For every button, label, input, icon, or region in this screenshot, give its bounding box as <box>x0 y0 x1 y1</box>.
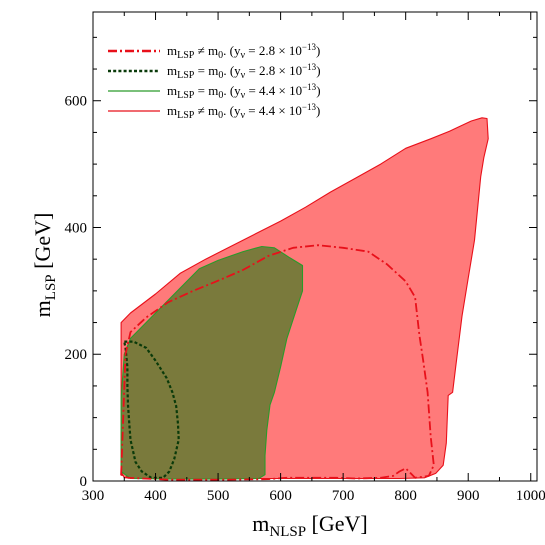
region-2 <box>123 340 180 479</box>
x-axis-label: mNLSP [GeV] <box>252 511 368 540</box>
x-tick-label: 900 <box>457 488 480 504</box>
legend-item: mLSP ≠ m0. (yν = 4.4 × 10−13) <box>108 102 320 121</box>
y-tick-label: 400 <box>65 220 88 236</box>
y-tick-label: 200 <box>65 347 88 363</box>
legend-label: mLSP ≠ m0. (yν = 4.4 × 10−13) <box>167 102 320 121</box>
plot-border <box>92 11 538 482</box>
x-tick-label: 400 <box>144 488 167 504</box>
legend-label: mLSP = m0. (yν = 2.8 × 10−13) <box>167 62 321 81</box>
region-3 <box>120 245 304 480</box>
y-axis-ticks: 0 200 400 600 <box>65 36 537 490</box>
x-tick-label: 800 <box>394 488 417 504</box>
x-tick-label: 1000 <box>516 488 545 504</box>
x-tick-label: 500 <box>207 488 230 504</box>
legend-item: mLSP = m0. (yν = 4.4 × 10−13) <box>108 82 321 101</box>
legend: mLSP ≠ m0. (yν = 2.8 × 10−13)mLSP = m0. … <box>108 42 321 121</box>
x-axis-ticks: 300 400 500 600 700 800 900 1000 <box>82 12 545 504</box>
legend-label: mLSP ≠ m0. (yν = 2.8 × 10−13) <box>167 42 320 61</box>
plot-frame <box>92 11 538 482</box>
y-tick-label: 600 <box>65 94 88 110</box>
x-tick-label: 700 <box>332 488 355 504</box>
legend-label: mLSP = m0. (yν = 4.4 × 10−13) <box>167 82 321 101</box>
x-tick-label: 300 <box>82 488 105 504</box>
region-1 <box>120 244 435 481</box>
legend-item: mLSP = m0. (yν = 2.8 × 10−13) <box>108 62 321 81</box>
y-tick-label: 0 <box>80 474 88 490</box>
x-tick-label: 600 <box>269 488 292 504</box>
y-axis-label: mLSP [GeV] <box>30 213 59 318</box>
chart-regions <box>120 117 489 481</box>
legend-item: mLSP ≠ m0. (yν = 2.8 × 10−13) <box>108 42 320 61</box>
